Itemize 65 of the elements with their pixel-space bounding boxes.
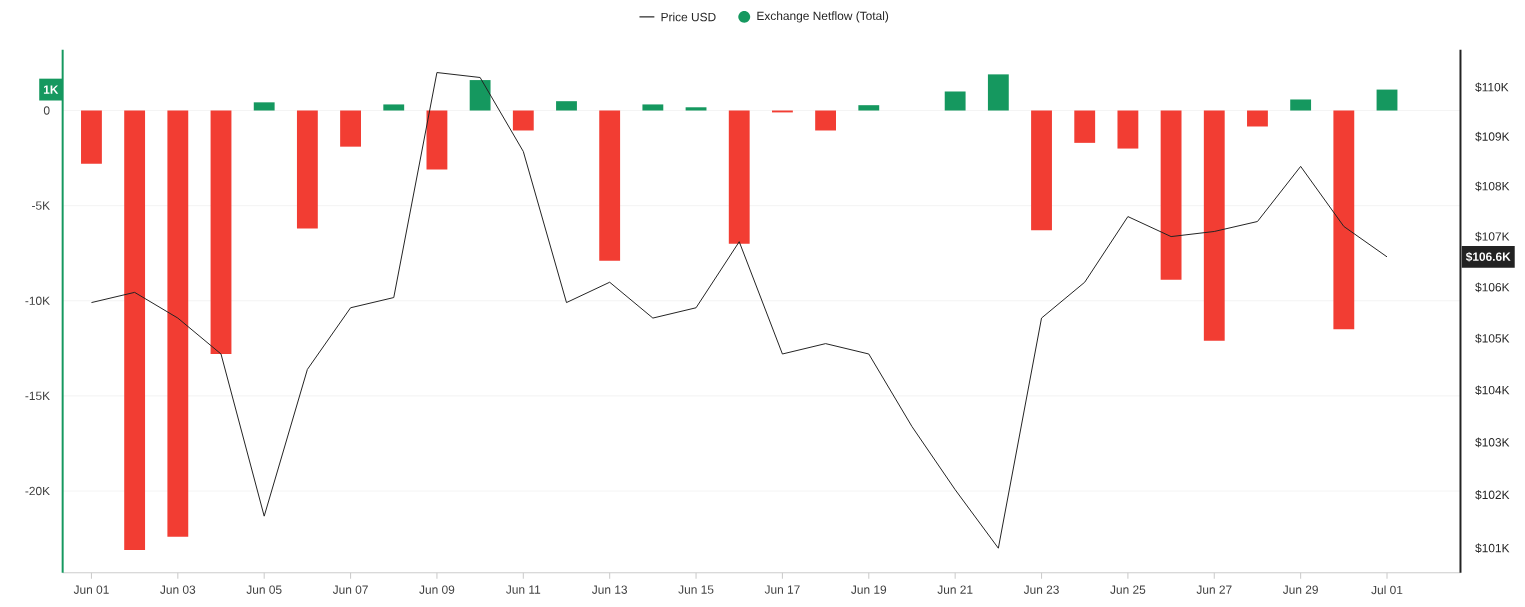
bar: [469, 80, 491, 111]
bar: [253, 102, 275, 111]
bar: [556, 101, 577, 111]
y2-tick-label: $102K: [1475, 490, 1510, 500]
x-tick-label: Jun 05: [246, 585, 282, 595]
bar: [383, 104, 405, 111]
x-tick-label: Jun 23: [1023, 585, 1059, 595]
bar: [599, 110, 621, 262]
x-tick-label: Jul 01: [1371, 585, 1403, 595]
legend-label: Exchange Netflow (Total): [757, 11, 889, 23]
bar: [1333, 110, 1355, 330]
bar: [1203, 110, 1225, 341]
x-tick-label: Jun 21: [937, 585, 973, 595]
bar: [512, 110, 534, 131]
x-tick-label: Jun 27: [1196, 585, 1232, 595]
legend-label: Price USD: [661, 12, 716, 22]
bar: [340, 110, 361, 147]
bar: [167, 110, 189, 537]
x-tick-label: Jun 19: [851, 585, 887, 595]
bar: [1031, 110, 1052, 231]
x-tick-label: Jun 01: [73, 585, 109, 595]
y-tick-label: -15K: [25, 391, 50, 401]
bar: [1376, 89, 1398, 111]
bar: [944, 91, 966, 111]
y-tick-label: -5K: [32, 201, 50, 211]
bar: [1074, 110, 1096, 144]
x-tick-label: Jun 07: [332, 585, 368, 595]
bar: [858, 105, 880, 111]
bar: [296, 110, 318, 229]
bar: [728, 110, 750, 244]
bar: [81, 110, 102, 164]
text: $106.6K: [1465, 252, 1511, 262]
y2-tick-label: $103K: [1475, 437, 1510, 448]
y2-tick-label: $101K: [1475, 543, 1510, 554]
x-tick-label: Jun 25: [1110, 585, 1146, 595]
bar: [1290, 99, 1312, 111]
bar: [642, 104, 664, 111]
bar: [124, 110, 146, 551]
x-tick-label: Jun 17: [764, 585, 800, 594]
y-tick-label: 0: [43, 106, 50, 115]
bar: [1117, 110, 1139, 149]
y2-tick-label: $108K: [1475, 181, 1510, 192]
y-tick-label: -20K: [25, 487, 50, 496]
y-tick-label: -10K: [25, 296, 50, 306]
bar: [1160, 110, 1182, 281]
y2-tick-label: $110K: [1475, 82, 1509, 93]
y2-tick-label: $107K: [1475, 231, 1510, 242]
y2-tick-label: $105K: [1475, 333, 1510, 344]
x-tick-label: Jun 15: [678, 585, 714, 594]
y2-tick-label: $104K: [1475, 385, 1510, 396]
bar: [685, 107, 707, 111]
bar: [426, 110, 448, 170]
x-tick-label: Jun 03: [160, 585, 196, 595]
bar: [1247, 110, 1268, 127]
line-series: [90, 72, 1388, 549]
text: 1K: [43, 85, 59, 94]
x-tick-label: Jun 13: [591, 585, 628, 595]
x-tick-label: Jun 11: [506, 585, 541, 594]
bar: [987, 74, 1009, 111]
y2-tick-label: $109K: [1475, 132, 1510, 142]
bar: [815, 110, 837, 131]
x-tick-label: Jun 29: [1282, 585, 1318, 595]
x-tick-label: Jun 09: [419, 585, 455, 595]
y2-tick-label: $106K: [1475, 282, 1510, 293]
bar: [210, 110, 232, 355]
